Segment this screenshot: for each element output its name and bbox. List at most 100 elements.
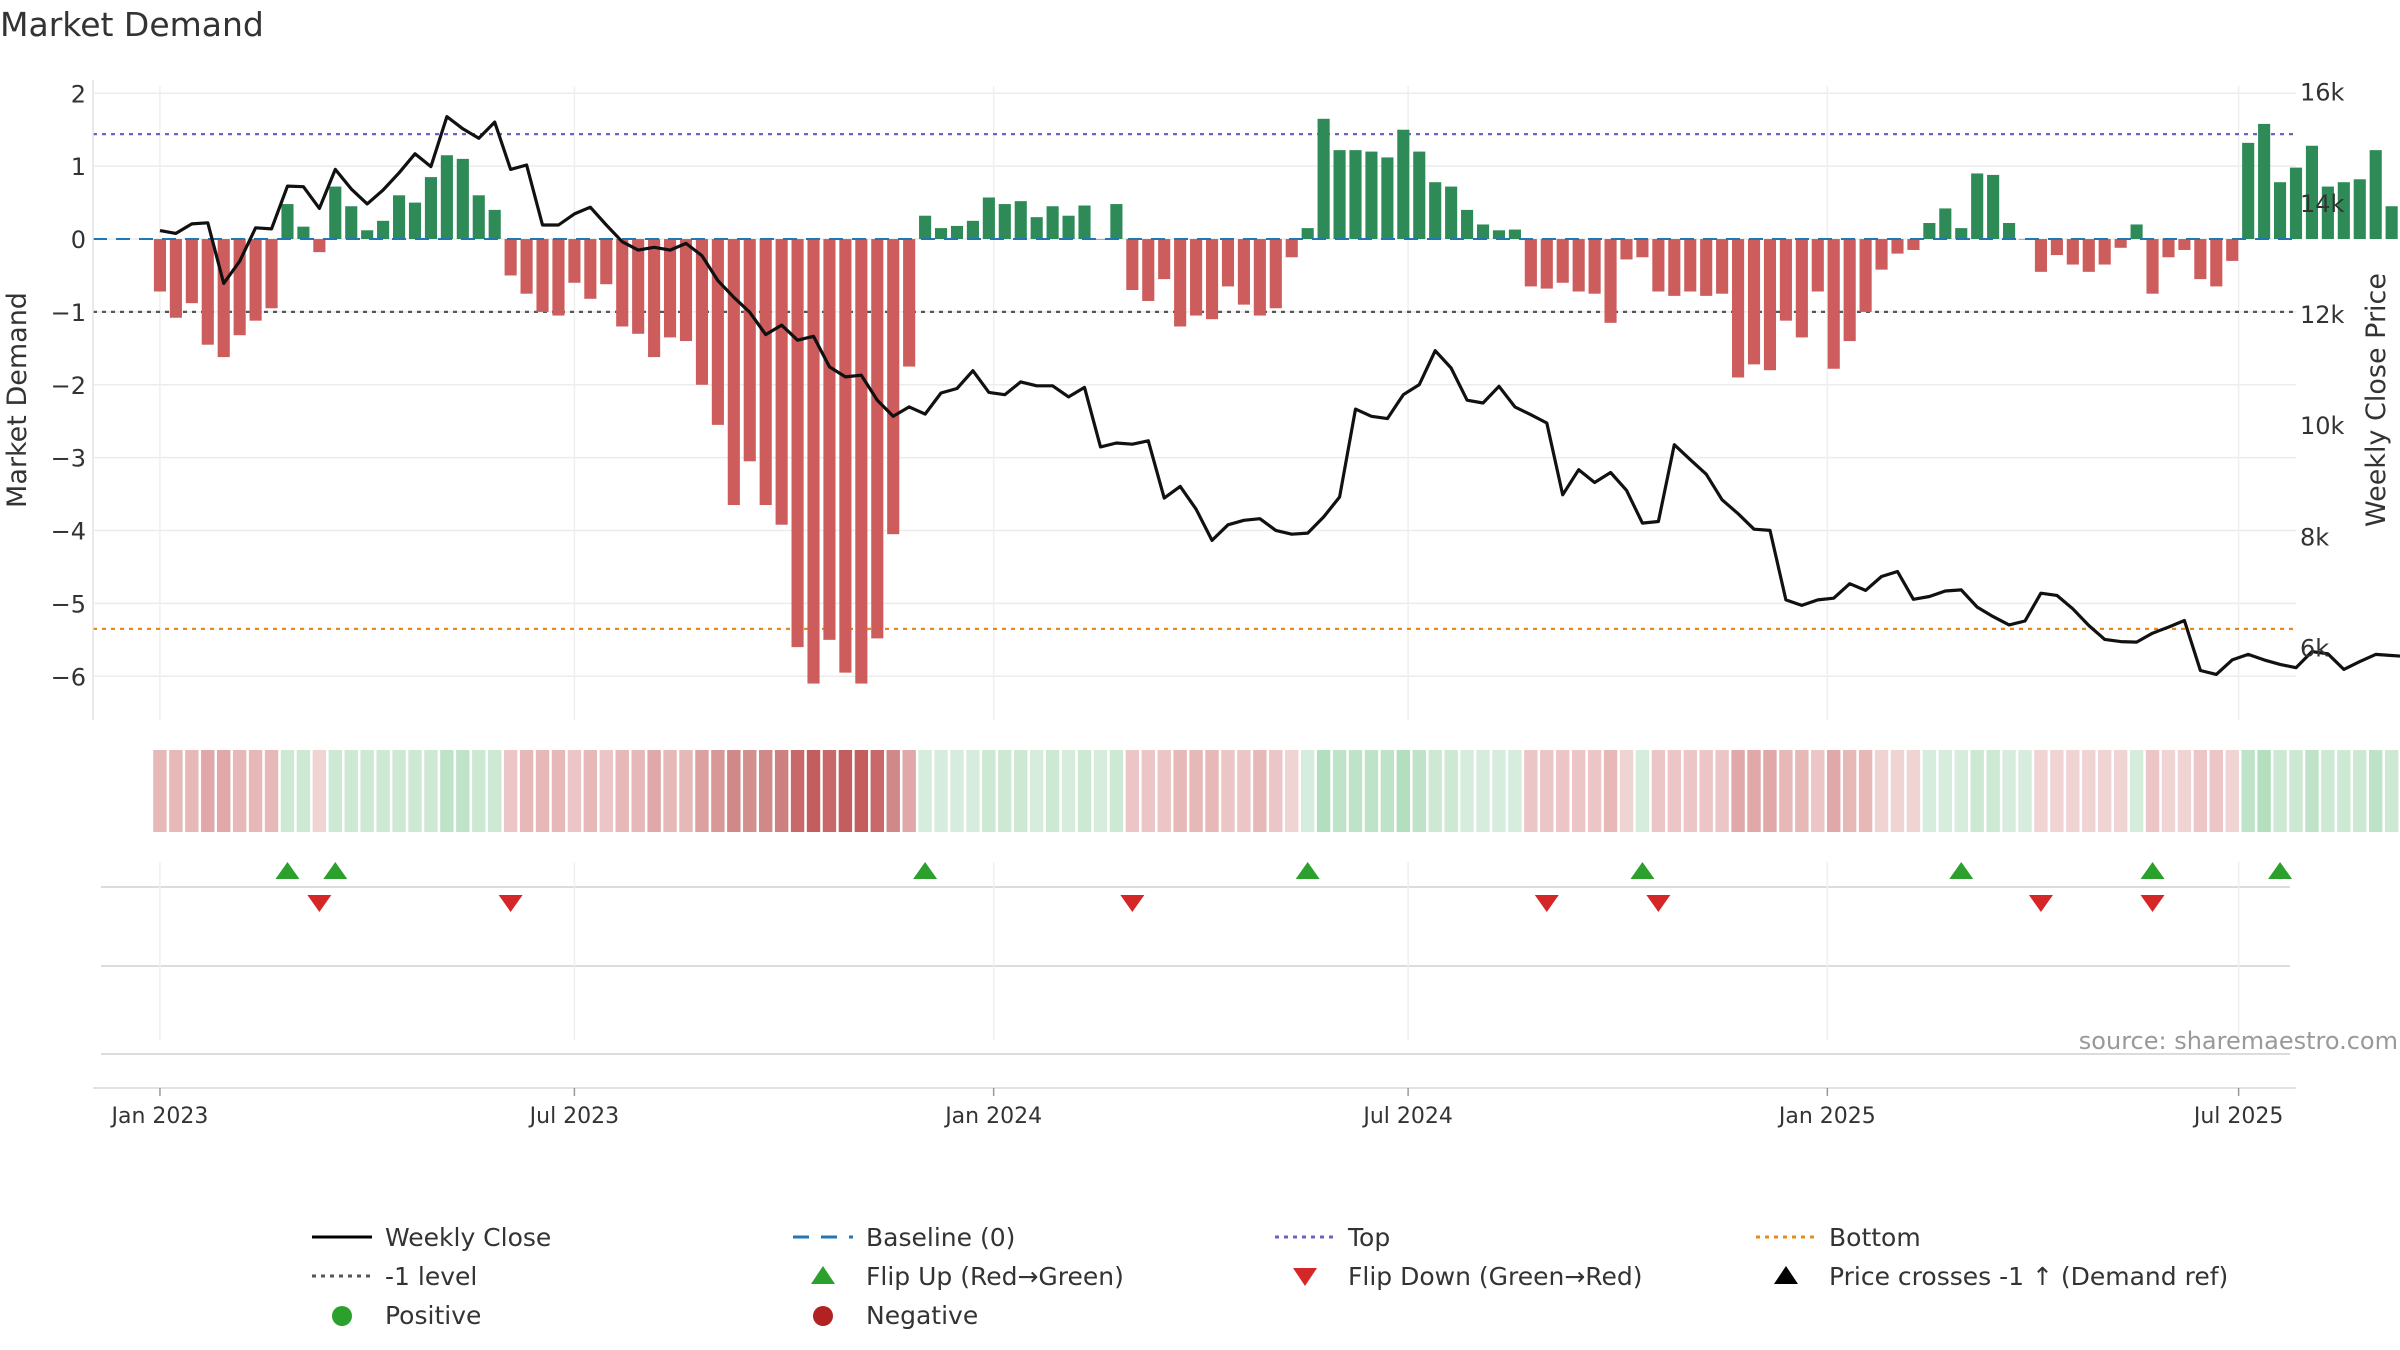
lower-panels: Jan 2023 Jul 2023 Jan 2024 Jul 2024 Jan 2025… (93, 862, 2296, 1129)
legend-label: Top (1347, 1223, 1390, 1252)
band-cell (870, 750, 884, 832)
band-cell (248, 750, 263, 832)
negative-bar (600, 239, 613, 285)
positive-bar (1030, 217, 1043, 240)
band-cell (1906, 750, 1921, 832)
band-cell (567, 750, 582, 832)
negative-bar (2146, 239, 2159, 294)
positive-bar (1046, 206, 1059, 240)
band-cell (1524, 750, 1538, 832)
flip-up-marker (2268, 862, 2293, 879)
demand-color-band (153, 750, 2399, 832)
flip-down-marker (2028, 895, 2053, 912)
band-cell (1253, 750, 1267, 832)
band-cell (1763, 750, 1777, 832)
band-cell (312, 750, 327, 832)
negative-bar (1907, 239, 1920, 250)
band-cell (727, 750, 741, 832)
positive-bar (1301, 228, 1314, 240)
band-cell (1699, 750, 1713, 832)
negative-bar (2082, 239, 2095, 272)
band-cell (1874, 750, 1889, 832)
positive-bar (408, 202, 422, 240)
band-cell (1109, 750, 1124, 832)
positive-bar (2353, 179, 2366, 240)
negative-bar (504, 239, 517, 276)
positive-bar (281, 204, 294, 240)
positive-bar (377, 220, 390, 240)
band-cell (1157, 750, 1171, 832)
left-tick-label: −3 (51, 445, 86, 473)
negative-bar (791, 239, 804, 648)
band-cell (759, 750, 773, 832)
band-cell (1954, 750, 1968, 832)
negative-bar (1763, 239, 1777, 371)
negative-bar (2178, 239, 2191, 250)
band-cell (2082, 750, 2096, 832)
flip-markers (275, 862, 2293, 912)
band-cell (1221, 750, 1235, 832)
band-cell (2066, 750, 2080, 832)
band-cell (1476, 750, 1490, 832)
negative-bar (2162, 239, 2175, 258)
band-cell (2321, 750, 2335, 832)
positive-bar (1476, 224, 1490, 240)
legend-triangle-down-icon (1293, 1268, 1317, 1286)
positive-bar (1317, 118, 1330, 240)
negative-bar (1684, 239, 1697, 292)
flip-up-marker (323, 862, 348, 879)
negative-bar (1716, 239, 1729, 294)
band-cell (599, 750, 613, 832)
negative-bar (2098, 239, 2111, 265)
band-cell (1492, 750, 1506, 832)
flip-up-marker (1295, 862, 1320, 879)
negative-bar (1572, 239, 1585, 292)
right-tick-label: 12k (2300, 301, 2345, 329)
band-cell (2209, 750, 2223, 832)
positive-bar (2289, 167, 2303, 240)
positive-bar (919, 215, 932, 240)
negative-bar (1652, 239, 1665, 292)
negative-bar (169, 239, 182, 318)
band-cell (2193, 750, 2208, 832)
positive-bar (297, 226, 310, 240)
left-tick-label: −6 (51, 663, 86, 691)
band-cell (535, 750, 550, 832)
flip-down-marker (498, 895, 523, 912)
positive-bar (1094, 239, 1107, 240)
legend-label: Negative (866, 1301, 978, 1330)
negative-bar (1636, 239, 1649, 258)
x-tick-label: Jul 2025 (2192, 1104, 2284, 1129)
band-cell (2305, 750, 2319, 832)
legend: Weekly Close Baseline (0) Top Bottom -1 leve… (312, 1223, 2228, 1330)
band-cell (1938, 750, 1953, 832)
band-cell (1093, 750, 1108, 832)
x-tick-label: Jan 2023 (109, 1104, 208, 1129)
band-cell (1269, 750, 1283, 832)
legend-triangle-up-icon (811, 1266, 835, 1284)
legend-item: Flip Up (Red→Green) (811, 1262, 1124, 1291)
negative-bar (679, 239, 693, 342)
flip-up-marker (275, 862, 300, 879)
negative-bar (185, 239, 198, 304)
legend-item: Price crosses -1 ↑ (Demand ref) (1774, 1262, 2228, 1291)
negative-bar (1620, 239, 1633, 260)
positive-bar (1381, 157, 1394, 240)
band-cell (1651, 750, 1666, 832)
band-cell (488, 750, 502, 832)
band-cell (1061, 750, 1076, 832)
band-cell (1285, 750, 1299, 832)
band-cell (1125, 750, 1140, 832)
negative-bar (1190, 239, 1203, 316)
negative-bar (695, 239, 708, 385)
band-cell (663, 750, 677, 832)
positive-bar (2003, 223, 2016, 240)
negative-bar (1269, 239, 1282, 309)
left-tick-label: −5 (51, 590, 86, 618)
band-cell (1380, 750, 1395, 832)
legend-item: Flip Down (Green→Red) (1293, 1262, 1643, 1291)
negative-bar (2034, 239, 2048, 272)
negative-bar (743, 239, 756, 462)
band-cell (1332, 750, 1347, 832)
band-cell (631, 750, 645, 832)
